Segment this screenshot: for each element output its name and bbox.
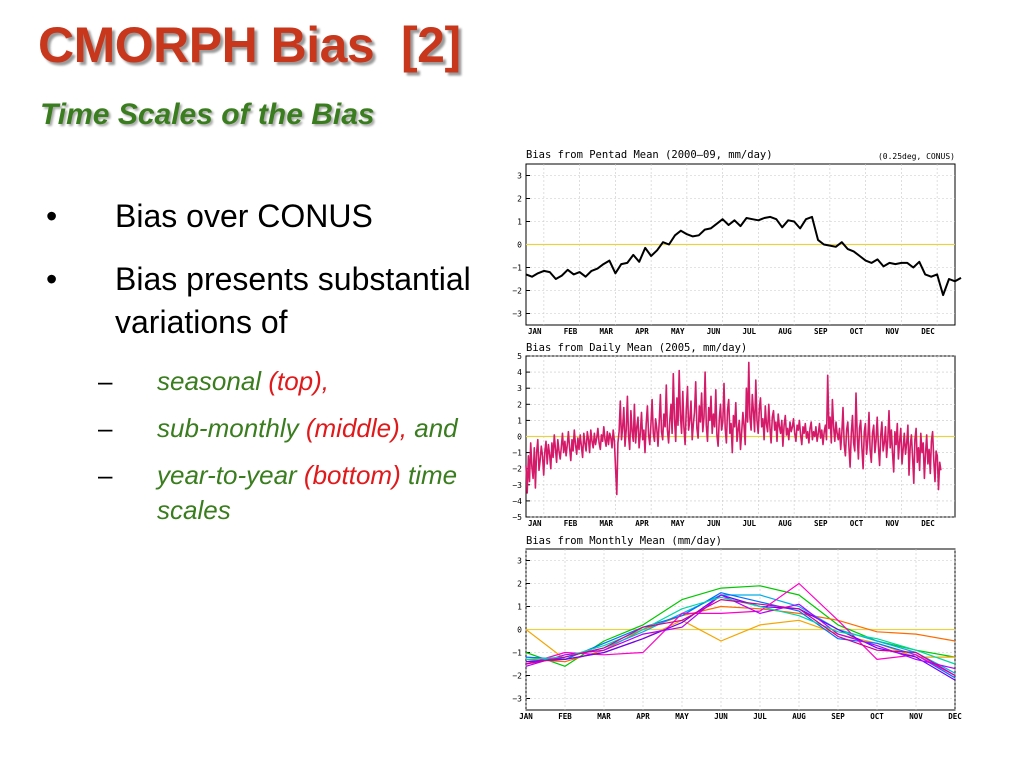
y-tick-label: −2 [512,287,522,296]
chart-note: (0.25deg, CONUS) [878,152,955,161]
dash-symbol: – [98,460,113,490]
x-tick-label: SEP [814,519,828,528]
x-tick-label: OCT [850,327,864,336]
series-line [525,598,956,677]
x-tick-label: MAY [671,519,685,528]
x-tick-label: APR [635,519,649,528]
x-tick-label: DEC [921,327,935,336]
x-tick-label: DEC [948,712,962,721]
y-tick-label: 3 [517,384,522,393]
y-tick-label: −3 [512,695,522,704]
sub-bullet-position: (middle), [305,413,407,443]
x-tick-label: JUL [743,327,757,336]
x-tick-label: MAR [600,327,614,336]
y-tick-label: 2 [517,400,522,409]
bullet-item: • Bias presents substantial variations o… [40,258,490,344]
bullet-symbol: • [46,261,58,297]
sub-bullet-item: – year-to-year (bottom) time scales [40,458,490,528]
x-tick-label: AUG [778,327,792,336]
sub-bullet-term: seasonal [157,366,262,396]
x-tick-label: JUL [743,519,757,528]
x-tick-label: JAN [528,327,542,336]
x-tick-label: APR [635,327,649,336]
x-tick-label: MAR [597,712,611,721]
sub-bullet-tail: time scales [157,460,458,525]
slide-title: CMORPH Bias [2] [38,17,461,73]
chart-title: Bias from Daily Mean (2005, mm/day) [526,342,747,354]
y-tick-label: 2 [517,580,522,589]
sub-bullet-item: – seasonal (top), [40,364,490,399]
x-tick-label: DEC [921,519,935,528]
sub-bullet-term: sub-monthly [157,413,299,443]
x-tick-label: MAY [671,327,685,336]
y-tick-label: −1 [512,649,522,658]
dash-symbol: – [98,413,113,443]
x-tick-label: OCT [870,712,884,721]
x-tick-label: JAN [528,519,542,528]
x-tick-label: SEP [814,327,828,336]
bullet-symbol: • [46,198,58,234]
x-tick-label: JUN [707,519,721,528]
sub-bullet-position: (bottom) [303,460,401,490]
y-tick-label: 1 [517,603,522,612]
x-tick-label: MAY [675,712,689,721]
series-line [525,582,956,677]
x-tick-label: AUG [792,712,806,721]
dash-symbol: – [98,366,113,396]
y-tick-label: −4 [512,497,522,506]
y-tick-label: 2 [517,195,522,204]
y-tick-label: 4 [517,368,522,377]
sub-bullet-term: year-to-year [157,460,297,490]
bullet-item: • Bias over CONUS [40,195,490,238]
series-line [525,361,942,496]
x-tick-label: MAR [600,519,614,528]
y-tick-label: 1 [517,218,522,227]
x-tick-label: FEB [564,327,578,336]
series-line [525,594,956,681]
y-tick-label: 3 [517,557,522,566]
slide-subtitle: Time Scales of the Bias [40,98,375,131]
x-tick-label: NOV [909,712,923,721]
x-tick-label: JUN [714,712,728,721]
y-tick-label: −3 [512,481,522,490]
bullet-list: • Bias over CONUS • Bias presents substa… [40,195,490,540]
x-tick-label: NOV [886,327,900,336]
chart-title: Bias from Pentad Mean (2000–09, mm/day) [526,149,773,161]
sub-bullet-position: (top), [268,366,329,396]
x-tick-label: NOV [886,519,900,528]
y-tick-label: −2 [512,465,522,474]
y-tick-label: 0 [517,626,522,635]
x-tick-label: FEB [558,712,572,721]
bullet-text: Bias presents substantial variations of [115,261,471,340]
x-tick-label: JAN [519,712,533,721]
x-tick-label: SEP [831,712,845,721]
y-tick-label: −1 [512,264,522,273]
x-tick-label: APR [636,712,650,721]
bullet-text: Bias over CONUS [115,198,373,234]
series-line [525,594,956,670]
series-line [525,592,956,679]
y-tick-label: −2 [512,672,522,681]
y-tick-label: 0 [517,433,522,442]
series-line [525,215,962,297]
chart-title: Bias from Monthly Mean (mm/day) [526,535,722,547]
y-tick-label: 0 [517,241,522,250]
y-tick-label: −5 [512,513,522,522]
y-tick-label: −3 [512,310,522,319]
x-tick-label: JUL [753,712,767,721]
x-tick-label: AUG [778,519,792,528]
sub-bullet-tail: and [414,413,458,443]
y-tick-label: 5 [517,352,522,361]
x-tick-label: FEB [564,519,578,528]
x-tick-label: JUN [707,327,721,336]
y-tick-label: 1 [517,416,522,425]
x-tick-label: OCT [850,519,864,528]
series-line [525,605,956,663]
y-tick-label: 3 [517,172,522,181]
y-tick-label: −1 [512,449,522,458]
sub-bullet-item: – sub-monthly (middle), and [40,411,490,446]
